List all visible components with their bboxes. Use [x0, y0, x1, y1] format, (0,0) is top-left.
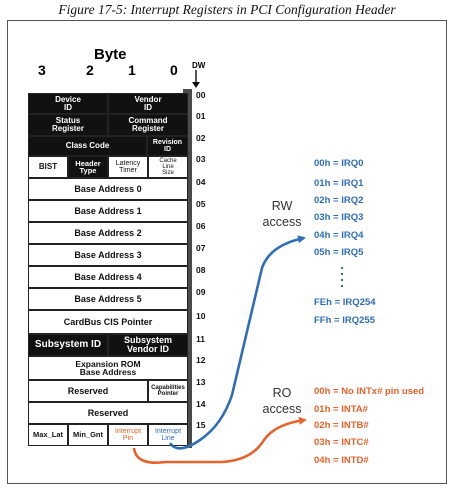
dw-number: 14 [196, 399, 206, 409]
dw-number: 04 [196, 177, 206, 187]
dw-number: 06 [196, 221, 206, 231]
dw-number: 00 [196, 90, 206, 100]
byte-col-2: 2 [86, 62, 94, 78]
irq-value-5: 05h = IRQ5 [314, 247, 364, 258]
max-lat-register: Max_Lat [28, 424, 68, 446]
base-address-3-register: Base Address 3 [28, 244, 188, 266]
command-register: Command Register [108, 114, 188, 136]
byte-col-0: 0 [170, 62, 178, 78]
byte-col-1: 1 [128, 62, 136, 78]
vendor-id-register: Vendor ID [108, 93, 188, 114]
dw-arrow-icon [192, 70, 200, 88]
intx-value-4: 04h = INTD# [314, 455, 369, 466]
ro-arrow [132, 416, 307, 464]
expansion-rom-register: Expansion ROM Base Address [28, 356, 188, 380]
bist-register: BIST [28, 156, 68, 178]
cache-line-size-register: Cache Line Size [148, 156, 188, 178]
dw-number: 12 [196, 355, 206, 365]
reserved-14-register: Reserved [28, 402, 188, 424]
dw-number: 08 [196, 265, 206, 275]
irq-value-0: 00h = IRQ0 [314, 158, 364, 169]
base-address-2-register: Base Address 2 [28, 222, 188, 244]
ro-access-label: RO access [262, 386, 302, 416]
irq-value-4: 04h = IRQ4 [314, 230, 364, 241]
irq-value-fe: FEh = IRQ254 [314, 297, 376, 308]
intx-value-2: 02h = INTB# [314, 420, 369, 431]
rw-arrow [168, 235, 306, 450]
irq-value-1: 01h = IRQ1 [314, 178, 364, 189]
byte-title: Byte [94, 46, 127, 63]
interrupt-line-register: Interrupt Line [148, 424, 188, 446]
dw-number: 10 [196, 311, 206, 321]
device-id-register: Device ID [28, 93, 108, 114]
base-address-1-register: Base Address 1 [28, 200, 188, 222]
dw-number: 01 [196, 111, 206, 121]
figure-frame [7, 20, 447, 484]
irq-value-2: 02h = IRQ2 [314, 195, 364, 206]
intx-value-3: 03h = INTC# [314, 437, 369, 448]
intx-value-1: 01h = INTA# [314, 404, 368, 415]
dw-number: 13 [196, 377, 206, 387]
dw-number: 11 [196, 334, 205, 344]
base-address-5-register: Base Address 5 [28, 288, 188, 310]
dw-number: 03 [196, 154, 206, 164]
table-bevel-top [183, 89, 192, 93]
status-register: Status Register [28, 114, 108, 136]
dw-number: 07 [196, 243, 206, 253]
ellipsis-dots [341, 267, 344, 291]
dw-number: 09 [196, 287, 206, 297]
base-address-4-register: Base Address 4 [28, 266, 188, 288]
capabilities-pointer-register: Capabilities Pointer [148, 380, 188, 402]
dw-number: 15 [196, 420, 206, 430]
reserved-13-register: Reserved [28, 380, 148, 402]
rw-access-label: RW access [262, 199, 302, 229]
latency-timer-register: Latency Timer [108, 156, 148, 178]
cardbus-cis-pointer-register: CardBus CIS Pointer [28, 310, 188, 334]
dw-number: 05 [196, 199, 206, 209]
interrupt-pin-register: Interrupt Pin [108, 424, 148, 446]
header-type-register: Header Type [68, 156, 108, 178]
intx-value-0: 00h = No INTx# pin used [314, 386, 425, 397]
figure-caption: Figure 17-5: Interrupt Registers in PCI … [58, 2, 396, 17]
dw-header: DW [192, 61, 206, 70]
subsystem-id-register: Subsystem ID [28, 334, 108, 356]
table-bevel-side [188, 89, 192, 448]
irq-value-3: 03h = IRQ3 [314, 212, 364, 223]
byte-col-3: 3 [38, 62, 46, 78]
revision-id-register: Revision ID [147, 136, 188, 156]
irq-value-ff: FFh = IRQ255 [314, 315, 375, 326]
min-gnt-register: Min_Gnt [68, 424, 108, 446]
subsystem-vendor-id-register: Subsystem Vendor ID [108, 334, 188, 356]
dw-number: 02 [196, 133, 206, 143]
base-address-0-register: Base Address 0 [28, 178, 188, 200]
class-code-register: Class Code [28, 136, 147, 156]
